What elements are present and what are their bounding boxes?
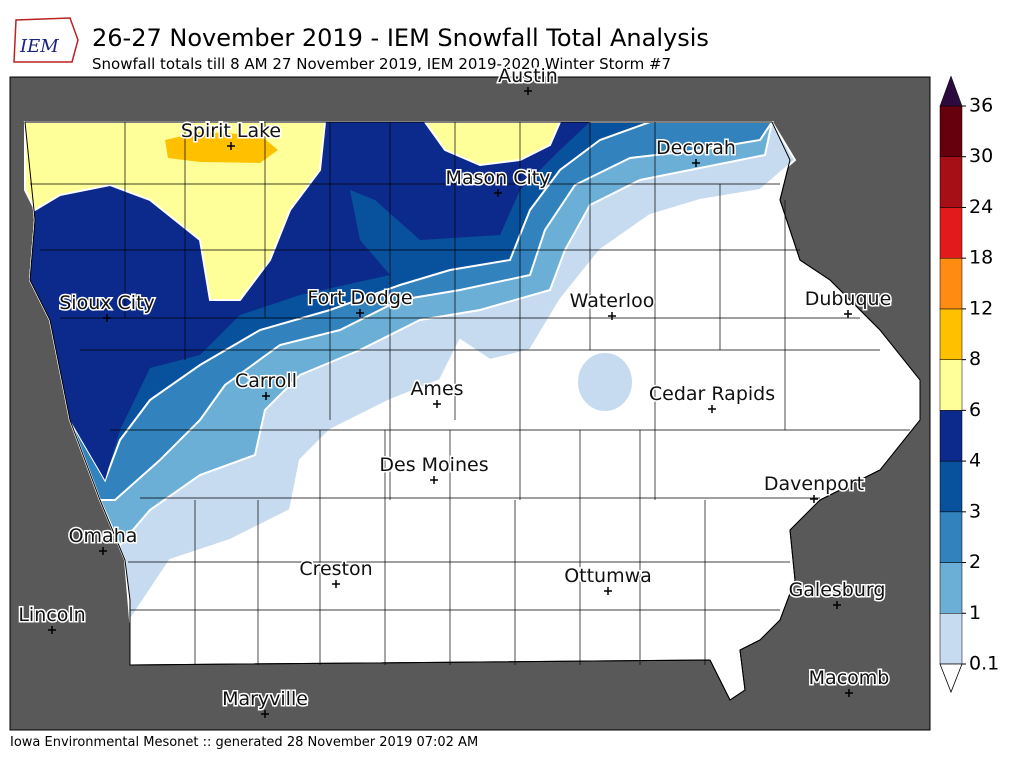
colorbar-segment (939, 207, 963, 259)
colorbar-segment (939, 105, 963, 157)
colorbar-segment (939, 410, 963, 462)
city-marker (833, 601, 841, 609)
city-marker (227, 142, 235, 150)
colorbar-label: 18 (969, 247, 993, 269)
logo-outline (13, 17, 79, 63)
city-label: Ames (410, 378, 463, 400)
colorbar-segment (939, 511, 963, 563)
colorbar-label: 12 (969, 297, 993, 319)
state-border (24, 121, 921, 701)
city-marker (48, 626, 56, 634)
city-label: Davenport (764, 473, 864, 495)
logo: IEM (19, 36, 59, 57)
city-label: Galesburg (789, 579, 886, 601)
colorbar-segment (939, 359, 963, 411)
colorbar-label: 6 (969, 399, 981, 421)
city-label: Mason City (446, 167, 551, 189)
city-label: Omaha (69, 525, 138, 547)
title: 26-27 November 2019 - IEM Snowfall Total… (92, 24, 709, 52)
county-lines (30, 122, 910, 665)
city-label: Spirit Lake (181, 120, 281, 142)
city-marker (332, 580, 340, 588)
colorbar-segment (939, 257, 963, 310)
city-label: Des Moines (379, 454, 488, 476)
city-marker (262, 392, 270, 400)
city-label: Carroll (235, 370, 297, 392)
snow-8 (165, 132, 278, 163)
footer: Iowa Environmental Mesonet :: generated … (10, 735, 478, 750)
colorbar-label: 0.1 (969, 653, 999, 675)
colorbar-label: 8 (969, 348, 981, 370)
snow-0.1 (576, 351, 634, 413)
snow-6 (24, 121, 327, 301)
colorbar-label: 30 (969, 145, 993, 167)
city-marker (524, 87, 532, 95)
city-marker (692, 159, 700, 167)
city-marker (103, 314, 111, 322)
subtitle: Snowfall totals till 8 AM 27 November 20… (92, 55, 671, 73)
city-marker (494, 189, 502, 197)
city-label: Austin (498, 65, 558, 87)
city-label: Dubuque (805, 288, 892, 310)
colorbar-bottom-arrow (939, 663, 963, 694)
city-label: Macomb (809, 667, 890, 689)
colorbar-label: 1 (969, 602, 981, 624)
city-marker (430, 476, 438, 484)
colorbar-segment (939, 562, 963, 614)
city-marker (845, 689, 853, 697)
city-marker (433, 400, 441, 408)
city-layer: Austin Spirit Lake Decorah Mason City Si… (17, 64, 893, 712)
city-label: Maryville (222, 688, 308, 710)
colorbar-segment (939, 460, 963, 513)
colorbar-segment (939, 308, 963, 360)
colorbar-segment (939, 613, 963, 665)
colorbar-segment (939, 156, 963, 208)
colorbar-label: 3 (969, 500, 981, 522)
colorbar-label: 4 (969, 450, 981, 472)
city-label: Sioux City (59, 292, 155, 314)
city-label: Fort Dodge (307, 287, 412, 309)
colorbar-label: 36 (969, 95, 993, 117)
city-marker (708, 405, 716, 413)
city-marker (608, 312, 616, 320)
colorbar-label: 2 (969, 551, 981, 573)
city-marker (604, 587, 612, 595)
city-label: Cedar Rapids (649, 383, 775, 405)
city-label: Creston (299, 558, 372, 580)
city-marker (261, 710, 269, 718)
city-label: Waterloo (570, 290, 655, 312)
colorbar-top-arrow (939, 75, 963, 107)
city-label: Decorah (656, 137, 736, 159)
iowa (23, 121, 921, 701)
city-label: Ottumwa (564, 565, 652, 587)
city-marker (356, 309, 364, 317)
city-marker (810, 495, 818, 503)
city-label: Lincoln (18, 604, 85, 626)
colorbar-label: 24 (969, 196, 993, 218)
city-marker (844, 310, 852, 318)
city-marker (99, 547, 107, 555)
